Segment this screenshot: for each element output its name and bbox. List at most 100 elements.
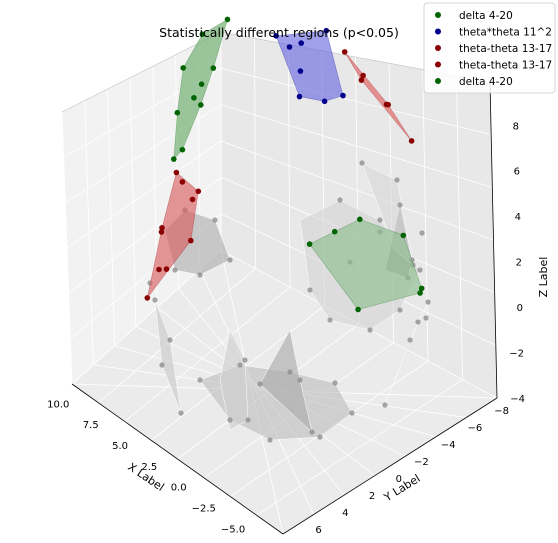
legend-marker: [435, 61, 441, 68]
x-tick-label: 0.0: [171, 483, 187, 494]
x-tick-label: −5.0: [221, 524, 245, 535]
y-tick-label: 6: [315, 525, 321, 536]
x-tick-label: −2.5: [192, 503, 216, 514]
axis-panes: [61, 31, 498, 535]
series-4: [341, 49, 415, 144]
y-tick-label: −6: [468, 423, 483, 434]
data-point: [286, 44, 293, 50]
series-3: [144, 169, 202, 301]
x-tick-label: 10.0: [47, 399, 69, 410]
surface-point: [394, 177, 400, 183]
grid-line: [124, 44, 291, 422]
surface-point: [257, 381, 263, 387]
surface-point: [267, 437, 273, 443]
surface-point: [297, 377, 303, 383]
surface-point: [242, 357, 248, 363]
surface-point: [317, 434, 323, 440]
data-point: [400, 232, 407, 239]
data-point: [174, 109, 181, 116]
data-point: [159, 225, 165, 231]
x-tick-label: 7.5: [83, 420, 99, 431]
surface-point: [407, 337, 413, 343]
x-tick-label: 2.5: [141, 462, 157, 473]
legend-label: theta-theta 13-17: [459, 43, 552, 55]
surface-point: [227, 257, 233, 263]
surface-point: [287, 369, 293, 375]
data-point: [173, 169, 180, 176]
surface-point: [419, 230, 425, 236]
surface-point: [227, 417, 233, 423]
chart-title: Statistically different regions (p<0.05): [159, 25, 399, 40]
x-tick-label: 5.0: [112, 441, 128, 452]
data-point: [331, 228, 338, 235]
surface-point: [159, 362, 165, 368]
surface-patch: [219, 329, 249, 431]
z-axis-line: [489, 81, 498, 399]
grid-line: [98, 38, 256, 404]
grid-line: [256, 75, 463, 516]
z-tick-label: 2: [516, 258, 522, 269]
z-tick-label: 0: [517, 303, 523, 314]
y-tick-label: 4: [342, 508, 348, 519]
data-point: [273, 33, 279, 39]
legend-marker: [435, 78, 441, 84]
data-point: [195, 188, 202, 195]
surface-point: [172, 267, 178, 273]
series-5: [306, 216, 425, 313]
data-point: [198, 102, 204, 108]
data-point: [417, 290, 423, 296]
surface-point: [349, 410, 355, 416]
surface-point: [425, 299, 431, 305]
axis-lines: [71, 81, 498, 535]
surface-point: [167, 337, 173, 343]
surface-point: [327, 317, 333, 323]
surface-point: [197, 272, 203, 278]
series-2: [273, 27, 346, 105]
z-tick-label: 6: [514, 167, 520, 178]
legend-label: delta 4-20: [459, 76, 513, 88]
surface-point: [178, 410, 184, 416]
y-tick-label: −2: [414, 457, 429, 468]
data-point: [323, 27, 330, 34]
legend-label: theta-theta 13-17: [459, 60, 552, 72]
surface-point: [332, 380, 338, 386]
z-axis-label: Z Label: [537, 257, 550, 298]
surface-point: [397, 202, 403, 208]
y-axis-line: [282, 397, 498, 535]
axis-ticks: 10.07.55.02.50.0−2.5−5.0−7.586420−2−4−6−…: [47, 121, 525, 543]
data-point: [191, 95, 197, 101]
surface-point: [212, 217, 218, 223]
data-point: [385, 101, 392, 108]
data-point: [180, 65, 186, 71]
data-point: [418, 285, 425, 292]
region-surface: [275, 30, 344, 102]
data-point: [144, 295, 151, 301]
surface-point: [377, 217, 383, 223]
surface-point: [417, 267, 423, 273]
data-point: [297, 68, 304, 74]
data-point: [340, 92, 346, 99]
data-point: [357, 216, 363, 223]
surface-point: [415, 319, 421, 325]
data-point: [156, 266, 162, 273]
legend-label: delta 4-20: [459, 10, 513, 22]
surface-point: [359, 160, 365, 166]
data-point: [360, 72, 366, 79]
data-point: [163, 266, 170, 272]
y-tick-label: −4: [441, 440, 456, 451]
legend-frame: [423, 2, 556, 94]
data-point: [306, 241, 313, 247]
z-tick-label: −2: [509, 349, 524, 360]
data-point: [355, 306, 361, 313]
surface-point: [245, 417, 251, 423]
surface-patch: [259, 329, 313, 433]
surface-point: [197, 377, 203, 383]
legend-marker: [435, 28, 441, 35]
legend-label: theta*theta 11^2: [459, 27, 552, 39]
data-point: [189, 196, 196, 203]
z-tick-label: 4: [515, 212, 521, 223]
surface-point: [307, 287, 313, 293]
surface-point: [237, 362, 243, 368]
surface-point: [152, 297, 158, 303]
